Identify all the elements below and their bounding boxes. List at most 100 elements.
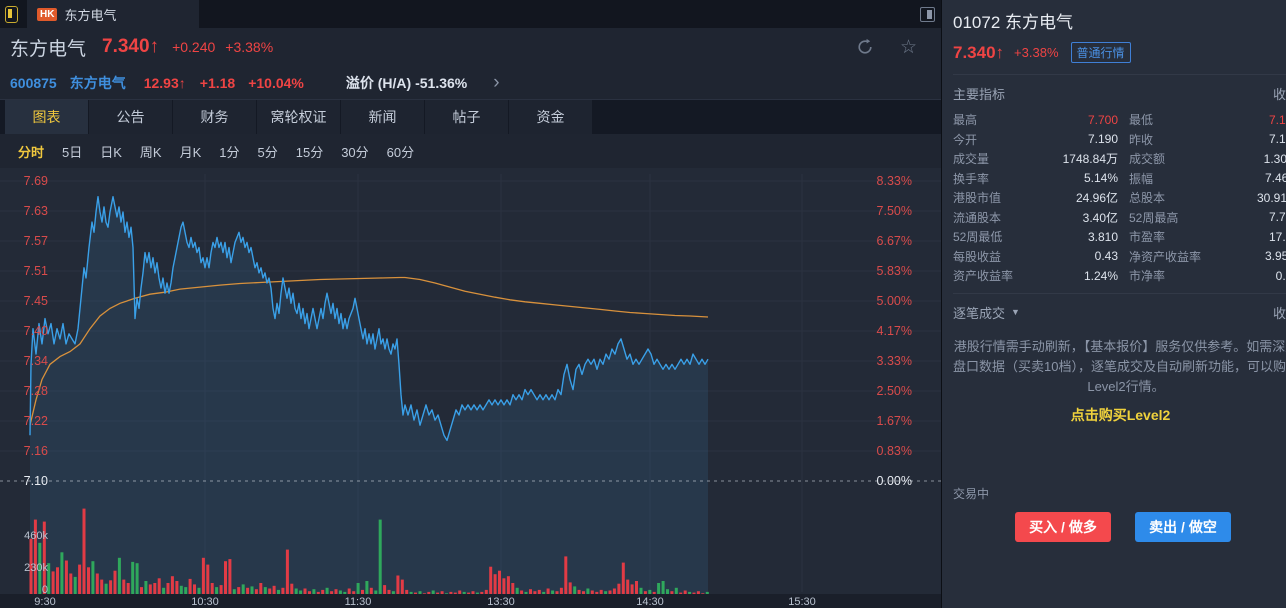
sell-short-button[interactable]: 卖出 / 做空 xyxy=(1135,511,1231,542)
volume-axis-label: 230k xyxy=(24,562,48,574)
refresh-icon[interactable] xyxy=(856,38,874,56)
period-月K[interactable]: 月K xyxy=(179,144,202,160)
indicator-label: 市净率 xyxy=(1129,269,1166,284)
indicator-label: 净资产收益率 xyxy=(1129,249,1202,264)
price-axis-label: 7.28 xyxy=(24,384,48,398)
indicator-value: 0.68 xyxy=(1275,268,1286,283)
stock-tab[interactable]: HK 东方电气 xyxy=(27,0,199,28)
indicator-label: 今开 xyxy=(953,132,978,147)
indicator-label: 资产收益率 xyxy=(953,269,1014,284)
indicator-value: 3.810 xyxy=(1087,229,1118,244)
period-1分[interactable]: 1分 xyxy=(219,144,240,160)
indicator-label: 换手率 xyxy=(953,171,990,186)
indicator-row: 最高 7.700 最低 7.170 xyxy=(953,110,1286,130)
collapse-main-indicators[interactable]: 收起 xyxy=(1272,87,1286,102)
indicator-value: 7.100 xyxy=(1268,132,1286,147)
intraday-chart[interactable]: 7.69 8.33% 7.63 7.50% 7.57 6.67% 7.51 5.83% 7.45… xyxy=(0,168,941,608)
indicator-row: 流通股本 3.40亿 52周最高 7.700 xyxy=(953,208,1286,228)
pct-axis-label: 0.83% xyxy=(877,444,912,458)
pct-axis-label: 7.50% xyxy=(877,204,912,218)
chart-gridlines xyxy=(0,174,941,592)
buy-level2-link[interactable]: 点击购买Level2 xyxy=(1070,406,1171,423)
time-axis-label: 9:30 xyxy=(34,596,55,608)
price-change: +0.240 xyxy=(172,39,216,55)
pct-axis-label: 5.83% xyxy=(877,264,912,278)
price-axis-label: 7.51 xyxy=(24,264,48,278)
indicator-row: 资产收益率 1.24% 市净率 0.68 xyxy=(953,266,1286,286)
detail-panel: 01072 东方电气 7.340↑ +3.38% 普通行情 主要指标 收起 最高… xyxy=(941,0,1286,608)
main-indicators-label: 主要指标 xyxy=(953,87,1006,102)
pct-axis-label: 5.00% xyxy=(877,294,912,308)
a-share-code-link[interactable]: 600875 xyxy=(10,74,57,91)
sidebar-toggle-icon[interactable] xyxy=(5,5,18,23)
period-周K[interactable]: 周K xyxy=(139,144,162,160)
quote-header: 东方电气 7.340↑ +0.240 +3.38% ☆ xyxy=(0,28,941,66)
buy-long-button[interactable]: 买入 / 做多 xyxy=(1015,511,1111,542)
period-5日[interactable]: 5日 xyxy=(62,144,83,160)
caret-down-icon[interactable]: ▼ xyxy=(1011,307,1020,317)
right-panel-toggle-icon[interactable] xyxy=(920,6,935,22)
indicator-label: 最低 xyxy=(1129,113,1154,128)
indicator-label: 每股收益 xyxy=(953,249,1002,264)
tab-公告[interactable]: 公告 xyxy=(89,100,172,134)
indicator-row: 换手率 5.14% 振幅 7.46% xyxy=(953,169,1286,189)
favorite-star-icon[interactable]: ☆ xyxy=(899,36,917,58)
period-tab-bar: 分时 5日 日K 周K 月K 1分 5分 15分 30分 60分 xyxy=(0,134,941,168)
time-axis-label: 13:30 xyxy=(487,596,515,608)
period-60分[interactable]: 60分 xyxy=(386,144,415,160)
indicator-label: 市盈率 xyxy=(1129,230,1166,245)
pct-axis-label: 2.50% xyxy=(877,384,912,398)
tab-新闻[interactable]: 新闻 xyxy=(341,100,424,134)
collapse-tick-trades[interactable]: 收起 xyxy=(1272,305,1286,321)
pct-axis-label: 4.17% xyxy=(877,324,912,338)
period-15分[interactable]: 15分 xyxy=(295,144,324,160)
indicator-row: 52周最低 3.810 市盈率 17.22 xyxy=(953,227,1286,247)
period-分时[interactable]: 分时 xyxy=(18,144,45,160)
hk-market-badge: HK xyxy=(37,7,58,21)
detail-price: 7.340↑ xyxy=(953,42,1005,62)
volume-axis-label: 460k xyxy=(24,530,48,542)
tab-财务[interactable]: 财务 xyxy=(173,100,256,134)
chevron-right-icon[interactable]: › xyxy=(493,71,500,93)
indicator-value: 17.22 xyxy=(1268,229,1286,244)
indicator-label: 52周最高 xyxy=(1129,210,1179,225)
indicator-value: 24.96亿 xyxy=(1075,191,1118,206)
detail-title: 01072 东方电气 xyxy=(953,13,1073,32)
period-日K[interactable]: 日K xyxy=(100,144,122,160)
a-share-name-link[interactable]: 东方电气 xyxy=(69,74,126,91)
indicator-value: 1.30亿 xyxy=(1263,152,1286,167)
volume-axis-label: 0 xyxy=(42,584,48,596)
tab-帖子[interactable]: 帖子 xyxy=(425,100,508,134)
time-axis-strip xyxy=(0,594,941,608)
indicator-value: 1.24% xyxy=(1083,268,1118,283)
indicator-value: 7.700 xyxy=(1087,112,1118,127)
stock-tab-title: 东方电气 xyxy=(64,7,117,23)
tab-窝轮权证[interactable]: 窝轮权证 xyxy=(257,100,340,134)
indicator-value: 5.14% xyxy=(1083,171,1118,186)
avg-price-line xyxy=(29,276,709,426)
price-axis-label: 7.16 xyxy=(24,444,48,458)
price-axis-label: 7.22 xyxy=(24,414,48,428)
indicator-label: 港股市值 xyxy=(953,191,1002,206)
content-tab-bar: 图表 公告 财务 窝轮权证 新闻 帖子 资金 xyxy=(0,100,941,134)
indicator-value: 3.40亿 xyxy=(1082,210,1118,225)
price-axis-label: 7.57 xyxy=(24,234,48,248)
axis-labels: 7.69 8.33% 7.63 7.50% 7.57 6.67% 7.51 5.83% 7.45… xyxy=(24,174,912,608)
indicator-row: 今开 7.190 昨收 7.100 xyxy=(953,130,1286,150)
price-axis-label: 7.40 xyxy=(24,324,48,338)
indicator-value: 7.190 xyxy=(1087,132,1118,147)
pct-axis-label: 0.00% xyxy=(877,474,912,488)
tab-图表[interactable]: 图表 xyxy=(5,100,88,134)
indicator-label: 52周最低 xyxy=(953,230,1003,245)
price-change-pct: +3.38% xyxy=(225,39,274,55)
period-30分[interactable]: 30分 xyxy=(341,144,369,160)
tab-资金[interactable]: 资金 xyxy=(509,100,592,134)
indicator-label: 振幅 xyxy=(1129,171,1154,186)
tick-trades-header: 逐笔成交 ▼ 收起 xyxy=(953,294,1286,329)
indicator-grid: 最高 7.700 最低 7.170 今开 7.190 昨收 7.100 成交量 1748.84万成… xyxy=(953,110,1286,286)
volume-bars xyxy=(29,508,709,597)
price-axis-label: 7.45 xyxy=(24,294,48,308)
period-5分[interactable]: 5分 xyxy=(257,144,278,160)
